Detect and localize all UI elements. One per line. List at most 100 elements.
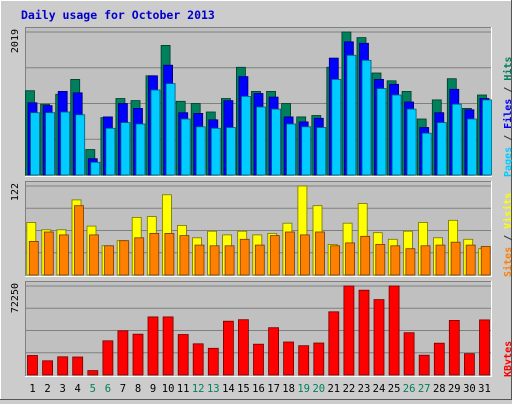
bar-kbytes-day-24 bbox=[373, 299, 385, 376]
x-tick-label-day-4: 4 bbox=[75, 383, 81, 395]
bar-sites-day-25 bbox=[390, 245, 401, 276]
bar-pages-day-21 bbox=[331, 79, 342, 176]
axis-legend-part: Pages bbox=[503, 147, 512, 177]
bar-sites-day-27 bbox=[420, 245, 431, 276]
x-tick-label-day-20: 20 bbox=[312, 383, 325, 395]
bar-kbytes-day-30 bbox=[463, 353, 475, 376]
bar-sites-day-17 bbox=[269, 235, 280, 276]
x-tick-label-day-7: 7 bbox=[120, 383, 126, 395]
axis-legend: Pages / Files / Hits bbox=[502, 57, 512, 177]
bar-sites-day-10 bbox=[164, 232, 175, 276]
bar-pages-day-12 bbox=[195, 126, 206, 176]
bar-sites-day-12 bbox=[194, 244, 205, 276]
bar-sites-day-6 bbox=[104, 245, 114, 276]
x-tick-label-day-14: 14 bbox=[222, 383, 235, 395]
bar-sites-day-9 bbox=[149, 232, 160, 276]
x-tick-label-day-17: 17 bbox=[267, 383, 280, 395]
x-tick-label-day-3: 3 bbox=[60, 383, 66, 395]
x-tick-label-day-27: 27 bbox=[418, 383, 431, 395]
x-tick-label-day-21: 21 bbox=[327, 383, 340, 395]
bar-sites-day-15 bbox=[239, 238, 250, 276]
axis-legend-part: Files bbox=[502, 99, 512, 129]
bar-sites-day-14 bbox=[224, 245, 235, 276]
axis-legend-part: Hits bbox=[502, 57, 512, 81]
bar-kbytes-day-21 bbox=[328, 311, 340, 376]
bar-sites-day-8 bbox=[134, 237, 145, 276]
bar-pages-day-11 bbox=[180, 118, 191, 176]
bar-sites-day-2 bbox=[43, 231, 54, 276]
x-tick-label-day-16: 16 bbox=[252, 383, 265, 395]
bar-pages-day-27 bbox=[421, 132, 432, 176]
bar-kbytes-day-5 bbox=[87, 370, 99, 376]
bar-pages-day-17 bbox=[271, 108, 282, 176]
x-tick-label-day-15: 15 bbox=[237, 383, 250, 395]
bar-kbytes-day-29 bbox=[448, 319, 460, 376]
bar-pages-day-29 bbox=[451, 103, 462, 176]
series-pages bbox=[30, 54, 492, 176]
bar-kbytes-day-14 bbox=[222, 320, 234, 376]
bar-pages-day-1 bbox=[30, 112, 40, 176]
x-tick-label-day-30: 30 bbox=[463, 383, 476, 395]
bar-sites-day-13 bbox=[209, 245, 220, 276]
bar-sites-day-26 bbox=[405, 248, 416, 276]
bar-kbytes-day-16 bbox=[253, 343, 264, 376]
bar-kbytes-day-28 bbox=[433, 342, 445, 376]
bar-pages-day-16 bbox=[256, 106, 266, 176]
bar-kbytes-day-4 bbox=[72, 356, 84, 376]
axis-legend: Sites / Visits bbox=[502, 193, 512, 277]
bar-kbytes-day-31 bbox=[479, 319, 490, 376]
bar-kbytes-day-23 bbox=[358, 289, 370, 376]
x-tick-label-day-25: 25 bbox=[388, 383, 401, 395]
bar-pages-day-23 bbox=[361, 59, 372, 176]
bar-pages-day-26 bbox=[406, 108, 417, 176]
bar-kbytes-day-22 bbox=[343, 285, 355, 376]
bar-sites-day-4 bbox=[74, 205, 84, 276]
bar-kbytes-day-19 bbox=[298, 345, 310, 376]
axis-legend-part: Visits bbox=[502, 193, 512, 229]
bar-pages-day-9 bbox=[150, 89, 161, 176]
bar-sites-day-23 bbox=[360, 235, 371, 276]
x-tick-label-day-26: 26 bbox=[403, 383, 416, 395]
bar-kbytes-day-26 bbox=[403, 332, 415, 376]
bar-pages-day-24 bbox=[376, 88, 387, 176]
bar-kbytes-day-2 bbox=[42, 360, 53, 376]
bar-kbytes-day-11 bbox=[177, 334, 189, 376]
bar-kbytes-day-25 bbox=[388, 285, 400, 376]
bar-pages-day-15 bbox=[240, 96, 251, 176]
bar-kbytes-day-20 bbox=[313, 342, 325, 376]
series-kbytes bbox=[27, 285, 490, 376]
bar-sites-day-31 bbox=[480, 246, 491, 276]
bar-sites-day-16 bbox=[254, 244, 265, 276]
x-tick-label-day-1: 1 bbox=[29, 383, 35, 395]
bar-sites-day-5 bbox=[89, 234, 99, 276]
bar-kbytes-day-3 bbox=[57, 356, 69, 376]
x-tick-label-day-10: 10 bbox=[162, 383, 175, 395]
bar-sites-day-21 bbox=[330, 245, 341, 276]
panel-hits-files-pages: 2019 Pages / Files / Hits bbox=[10, 27, 512, 177]
bar-sites-day-7 bbox=[119, 240, 130, 276]
axis-legend-part: / bbox=[503, 81, 512, 99]
bar-sites-day-22 bbox=[345, 242, 356, 276]
x-tick-label-day-28: 28 bbox=[433, 383, 446, 395]
bar-kbytes-day-17 bbox=[268, 327, 280, 376]
bar-sites-day-30 bbox=[465, 244, 476, 276]
bar-kbytes-day-7 bbox=[117, 330, 129, 376]
bar-pages-day-4 bbox=[75, 114, 86, 176]
bar-sites-day-18 bbox=[284, 231, 295, 276]
x-tick-label-day-12: 12 bbox=[192, 383, 205, 395]
series-sites bbox=[28, 205, 491, 276]
x-tick-label-day-18: 18 bbox=[282, 383, 295, 395]
bar-sites-day-29 bbox=[450, 241, 461, 276]
bar-pages-day-3 bbox=[60, 111, 71, 176]
bar-kbytes-day-9 bbox=[147, 316, 159, 376]
axis-max-label: 122 bbox=[10, 183, 21, 201]
bar-pages-day-7 bbox=[120, 122, 131, 176]
bar-sites-day-19 bbox=[299, 234, 310, 276]
axis-legend: KBytes bbox=[503, 341, 512, 377]
bar-sites-day-24 bbox=[375, 243, 386, 276]
bar-pages-day-13 bbox=[210, 127, 221, 176]
x-tick-label-day-22: 22 bbox=[343, 383, 356, 395]
bar-pages-day-10 bbox=[165, 83, 176, 176]
axis-legend-part: / bbox=[503, 229, 512, 247]
